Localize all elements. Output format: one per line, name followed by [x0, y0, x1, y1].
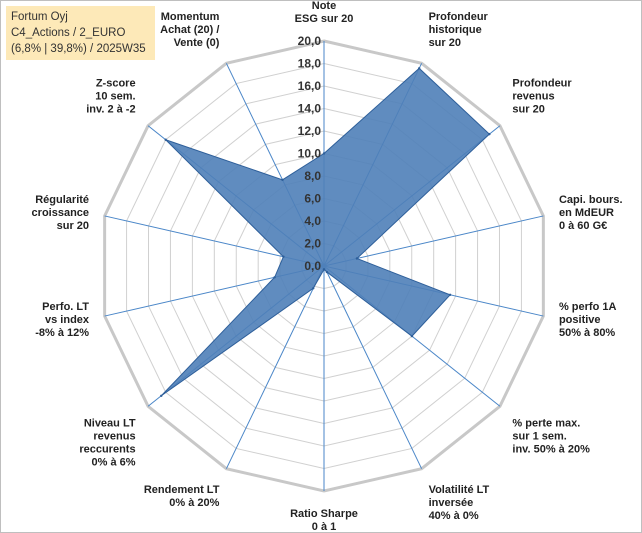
category-label-line: 0% à 6%	[92, 456, 136, 468]
category-label: Ratio Sharpe 0 à 1	[290, 508, 358, 533]
tick-label: 12,0	[298, 124, 322, 138]
data-point	[273, 276, 276, 279]
tick-label: 18,0	[298, 57, 322, 71]
data-point	[164, 138, 167, 141]
category-label-line: Ratio Sharpe	[290, 508, 358, 520]
series-area	[160, 67, 491, 397]
category-label-line: Régularité	[35, 194, 89, 206]
data-point	[312, 287, 315, 290]
category-label: Profondeur historique sur 20	[429, 11, 489, 49]
series-layer	[160, 67, 491, 397]
category-label-line: 0 à 60 G€	[559, 220, 607, 232]
data-point	[322, 152, 326, 155]
category-label-line: sur 20	[512, 104, 544, 116]
data-point	[355, 257, 359, 260]
spoke-line	[323, 215, 544, 267]
category-label-line: -8% à 12%	[35, 327, 89, 339]
category-label-line: sur 1 sem.	[512, 430, 566, 442]
spoke-line	[225, 265, 325, 469]
category-label: Profondeur revenus sur 20	[512, 78, 572, 116]
category-label-line: Volatilité LT	[429, 484, 490, 496]
category-label-line: Capi. bours.	[559, 194, 623, 206]
category-label: % perte max. sur 1 sem. inv. 50% à 20%	[512, 417, 590, 455]
category-label: Note ESG sur 20	[295, 0, 354, 25]
category-label: Volatilité LT inversée 40% à 0%	[429, 484, 490, 522]
category-label: % perfo 1A positive 50% à 80%	[559, 301, 617, 339]
data-point	[488, 132, 491, 136]
category-label-line: Perfo. LT	[42, 301, 89, 313]
tick-label: 2,0	[304, 237, 321, 251]
category-label: Momentum Achat (20) / Vente (0)	[160, 11, 220, 49]
tick-label: 20,0	[298, 34, 322, 48]
data-point	[325, 270, 329, 274]
category-label: Niveau LT revenus reccurents 0% à 6%	[79, 417, 136, 468]
category-label-line: Profondeur	[429, 11, 489, 23]
title-line-1: Fortum Oyj	[11, 11, 68, 23]
tick-label: 0,0	[304, 259, 321, 273]
category-labels: Note ESG sur 20 Profondeur historique sur 20…	[32, 0, 623, 533]
category-label-line: Profondeur	[512, 78, 572, 90]
tick-label: 10,0	[298, 147, 322, 161]
tick-label: 6,0	[304, 192, 321, 206]
category-label-line: % perte max.	[512, 417, 580, 429]
category-label-line: revenus	[512, 91, 554, 103]
data-point	[281, 178, 284, 182]
category-label: Régularité croissance sur 20	[32, 194, 89, 232]
category-label-line: Niveau LT	[84, 417, 136, 429]
category-label-line: Note	[312, 0, 336, 12]
category-label-line: vs index	[45, 314, 90, 326]
category-label-line: Momentum	[161, 11, 220, 23]
category-label-line: ESG sur 20	[295, 13, 354, 25]
tick-labels: 0,0 2,0 4,0 6,0 8,0 10,0 12,0 14,0 16,0 18,0 20,0	[298, 34, 322, 273]
title-line-3: (6,8% | 39,8%) / 2025W35	[11, 43, 146, 55]
category-label-line: positive	[559, 314, 601, 326]
spoke-line	[323, 265, 423, 469]
category-label-line: historique	[429, 24, 482, 36]
category-label-line: 40% à 0%	[429, 510, 479, 522]
tick-label: 14,0	[298, 102, 322, 116]
data-point	[448, 293, 452, 296]
category-label-line: Rendement LT	[144, 484, 220, 496]
tick-label: 4,0	[304, 214, 321, 228]
category-label-line: Achat (20) /	[160, 24, 219, 36]
category-label-line: revenus	[93, 430, 135, 442]
category-label-line: Z-score	[96, 78, 136, 90]
category-label: Z-score 10 sem. inv. 2 à -2	[86, 78, 135, 116]
data-point	[410, 334, 414, 338]
data-point	[322, 268, 326, 271]
category-label-line: Vente (0)	[174, 37, 220, 49]
category-label-line: 0% à 20%	[169, 497, 219, 509]
data-point	[282, 255, 285, 258]
category-label-line: reccurents	[79, 443, 135, 455]
data-point	[417, 67, 421, 70]
category-label-line: en MdEUR	[559, 207, 614, 219]
category-label-line: sur 20	[57, 220, 89, 232]
category-label: Rendement LT 0% à 20%	[144, 484, 220, 509]
title-box: Fortum Oyj C4_Actions / 2_EURO (6,8% | 3…	[6, 6, 155, 60]
category-label-line: croissance	[32, 207, 89, 219]
tick-label: 16,0	[298, 79, 322, 93]
title-line-2: C4_Actions / 2_EURO	[11, 27, 126, 39]
category-label: Perfo. LT vs index -8% à 12%	[35, 301, 90, 339]
category-label-line: 10 sem.	[95, 91, 135, 103]
category-label-line: inv. 50% à 20%	[512, 443, 590, 455]
category-label-line: % perfo 1A	[559, 301, 617, 313]
category-label-line: inv. 2 à -2	[86, 104, 135, 116]
category-label-line: inversée	[429, 497, 474, 509]
tick-label: 8,0	[304, 169, 321, 183]
category-label-line: sur 20	[429, 37, 461, 49]
data-point	[160, 394, 163, 397]
category-label: Capi. bours. en MdEUR 0 à 60 G€	[559, 194, 623, 232]
category-label-line: 0 à 1	[312, 521, 336, 533]
category-label-line: 50% à 80%	[559, 327, 615, 339]
